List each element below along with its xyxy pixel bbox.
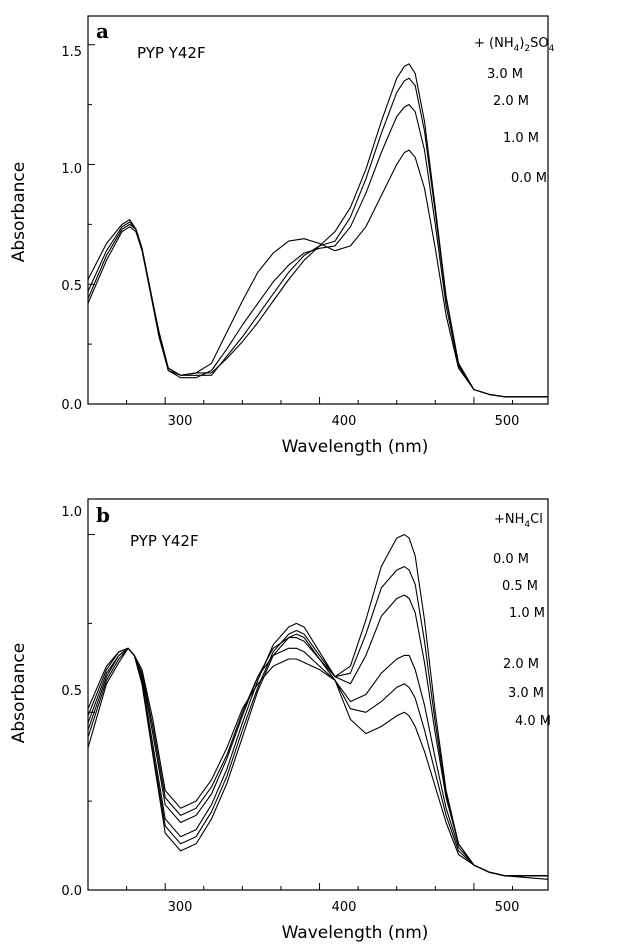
panel-a-ytick-label: 1.5 (61, 45, 82, 60)
panel-a-frame (87, 15, 549, 405)
panel-b-curves (87, 533, 549, 880)
panel-a-curve-label: 0.0 M (511, 171, 547, 186)
panel-b-y-axis-label: Absorbance (9, 643, 29, 743)
panel-b-ytick-label: 1.0 (61, 505, 82, 520)
panel-a-curves (87, 63, 548, 398)
panel-b-curve-label: 2.0 M (503, 657, 539, 672)
spectrum-line-b-2 (87, 565, 548, 877)
spectrum-line-a-1 (87, 63, 548, 398)
spectrum-line-b-5 (87, 647, 548, 877)
panel-b-legend-title: +NH4Cl (494, 512, 543, 530)
panel-a-y-axis-label: Absorbance (9, 162, 29, 262)
panel-a-legend-title: + (NH4)2SO4 (474, 36, 555, 54)
panel-b-sample-label: PYP Y42F (130, 532, 199, 550)
panel-b-frame (87, 498, 549, 891)
spectrum-line-a-3 (87, 104, 548, 398)
panel-b-xtick-label: 400 (332, 900, 357, 915)
panel-b: 1.0 0.5 0.0 300 400 500 Wavelength (nm) … (9, 498, 551, 943)
spectrum-line-a-4 (87, 149, 548, 398)
panel-a-xtick-label: 400 (332, 414, 357, 429)
spectrum-line-b-4 (87, 637, 548, 877)
panel-a-letter: a (96, 19, 109, 43)
panel-a-ytick-label: 0.5 (61, 279, 82, 294)
panel-b-curve-label: 0.0 M (493, 552, 529, 567)
panel-b-curve-label: 4.0 M (515, 714, 551, 729)
panel-b-letter: b (96, 503, 110, 527)
panel-b-ytick-label: 0.5 (61, 684, 82, 699)
panel-b-curve-label: 3.0 M (508, 686, 544, 701)
panel-a-curve-label: 3.0 M (487, 67, 523, 82)
panel-a-xtick-label: 500 (495, 414, 520, 429)
panel-a-ytick-label: 0.0 (61, 398, 82, 413)
panel-b-xtick-label: 300 (168, 900, 193, 915)
panel-b-ticks (88, 534, 513, 891)
panel-a-ytick-label: 1.0 (61, 162, 82, 177)
spectrum-line-b-6 (87, 647, 548, 877)
panel-a: 1.5 1.0 0.5 0.0 300 400 500 Wavelength (… (9, 15, 555, 457)
panel-a-sample-label: PYP Y42F (137, 44, 206, 62)
panel-a-ticks (88, 44, 513, 405)
panel-b-xtick-label: 500 (495, 900, 520, 915)
panel-b-curve-label: 1.0 M (509, 606, 545, 621)
spectrum-line-b-3 (87, 594, 548, 877)
panel-b-x-axis-label: Wavelength (nm) (282, 923, 429, 943)
panel-a-x-axis-label: Wavelength (nm) (282, 437, 429, 457)
spectrum-line-a-2 (87, 77, 548, 398)
panel-a-xtick-label: 300 (168, 414, 193, 429)
panel-b-curve-label: 0.5 M (502, 579, 538, 594)
panel-a-curve-label: 1.0 M (503, 131, 539, 146)
spectrum-line-b-1 (87, 533, 549, 880)
panel-a-curve-label: 2.0 M (493, 94, 529, 109)
panel-b-ytick-label: 0.0 (61, 884, 82, 899)
